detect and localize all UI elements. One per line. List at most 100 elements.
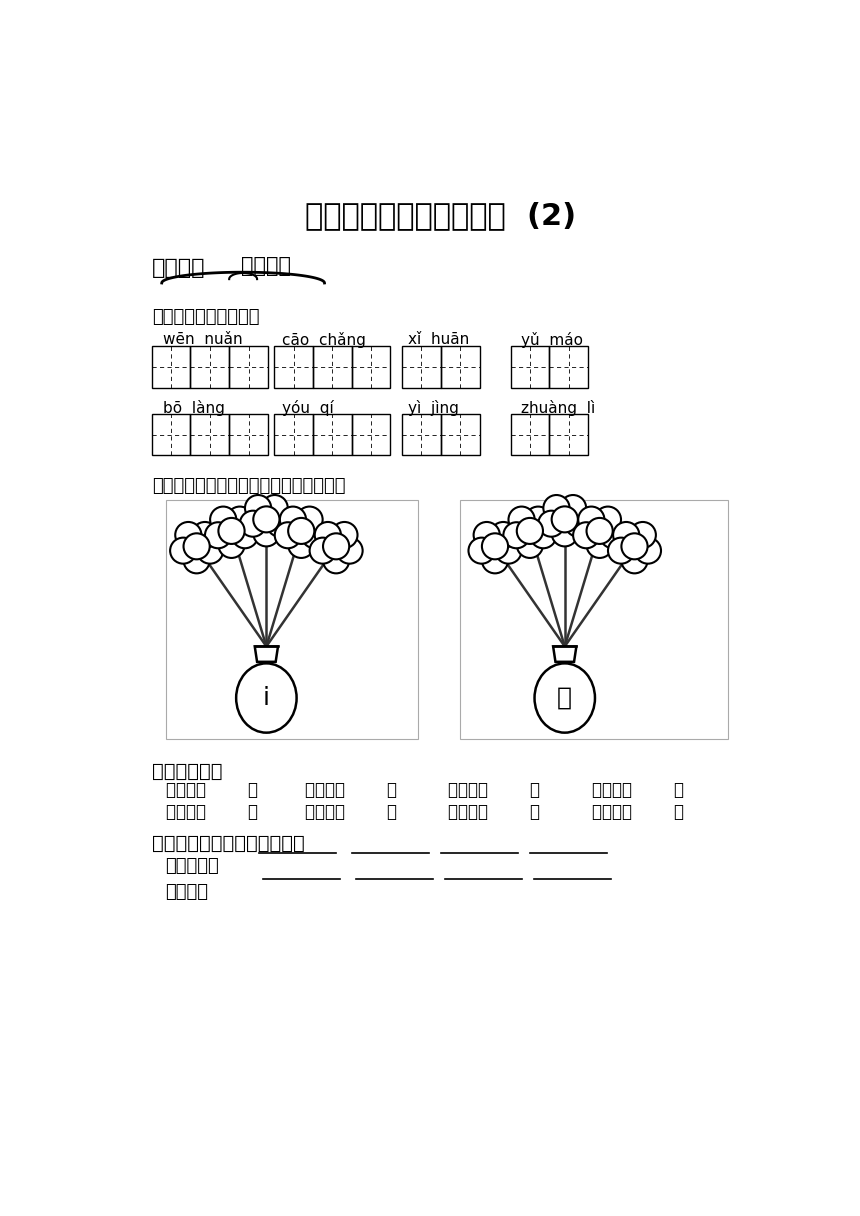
Text: wēn  nuǎn: wēn nuǎn — [163, 332, 243, 348]
Bar — [274, 413, 313, 456]
Bar — [402, 413, 440, 456]
Bar — [460, 500, 728, 739]
Circle shape — [578, 507, 605, 533]
Bar — [550, 413, 588, 456]
Bar — [352, 347, 390, 388]
Circle shape — [517, 518, 543, 544]
Circle shape — [595, 507, 621, 533]
Text: yóu  qí: yóu qí — [282, 400, 334, 416]
Circle shape — [315, 522, 341, 548]
Text: 开心练习: 开心练习 — [241, 257, 291, 276]
Circle shape — [560, 495, 587, 520]
Text: 许许多多: 许许多多 — [166, 883, 209, 901]
Circle shape — [474, 522, 500, 548]
Text: 四、叠罗汉（照样子写词语）: 四、叠罗汉（照样子写词语） — [151, 833, 304, 852]
Circle shape — [622, 547, 648, 574]
Text: 例：黄澄澄: 例：黄澄澄 — [166, 856, 219, 874]
Text: 三，我会填。: 三，我会填。 — [151, 762, 222, 781]
Text: yì  jìng: yì jìng — [408, 400, 459, 416]
Bar — [151, 347, 190, 388]
Circle shape — [288, 531, 315, 558]
Circle shape — [227, 507, 253, 533]
Circle shape — [635, 537, 661, 564]
Bar — [190, 413, 229, 456]
Bar — [352, 413, 390, 456]
Bar — [440, 347, 480, 388]
Circle shape — [323, 547, 349, 574]
Polygon shape — [255, 647, 278, 662]
Circle shape — [630, 522, 656, 548]
Circle shape — [205, 522, 231, 548]
Circle shape — [525, 507, 551, 533]
Text: bō  làng: bō làng — [163, 400, 225, 416]
Circle shape — [302, 522, 328, 548]
Circle shape — [503, 522, 530, 548]
Text: xǐ  huān: xǐ huān — [408, 332, 470, 348]
Circle shape — [218, 518, 244, 544]
Circle shape — [490, 522, 516, 548]
Text: 小学二年级语文寒假作业  (2): 小学二年级语文寒假作业 (2) — [305, 202, 576, 230]
Circle shape — [183, 534, 210, 559]
Bar — [313, 413, 352, 456]
Circle shape — [218, 531, 244, 558]
Bar — [511, 413, 550, 456]
Circle shape — [197, 537, 223, 564]
Circle shape — [261, 495, 288, 520]
Bar — [166, 500, 417, 739]
Text: 清澈的（        ）: 清澈的（ ） — [449, 803, 540, 821]
Bar — [274, 347, 313, 388]
Circle shape — [551, 520, 578, 546]
Text: 一、拼一拼，写一写。: 一、拼一拼，写一写。 — [151, 308, 259, 326]
Circle shape — [600, 522, 626, 548]
Circle shape — [254, 506, 280, 533]
Text: yǔ  máo: yǔ máo — [520, 332, 582, 348]
Bar — [511, 347, 550, 388]
Bar — [402, 347, 440, 388]
Polygon shape — [553, 647, 576, 662]
Circle shape — [587, 531, 612, 558]
Bar — [229, 413, 268, 456]
Text: 遥远的（        ）: 遥远的（ ） — [305, 781, 397, 799]
Circle shape — [469, 537, 494, 564]
Circle shape — [544, 495, 569, 520]
Circle shape — [210, 507, 237, 533]
Circle shape — [310, 537, 335, 564]
Text: cāo  chǎng: cāo chǎng — [282, 332, 365, 348]
Bar — [313, 347, 352, 388]
Text: 蓬松的（        ）: 蓬松的（ ） — [305, 803, 397, 821]
Circle shape — [288, 518, 315, 544]
Bar — [229, 347, 268, 388]
Text: 翠绿的（        ）: 翠绿的（ ） — [166, 803, 258, 821]
Ellipse shape — [535, 664, 595, 733]
Bar — [151, 413, 190, 456]
Circle shape — [551, 506, 578, 533]
Circle shape — [587, 518, 612, 544]
Circle shape — [232, 522, 258, 548]
Circle shape — [531, 522, 556, 548]
Circle shape — [517, 531, 543, 558]
Circle shape — [613, 522, 639, 548]
Circle shape — [254, 520, 280, 546]
Circle shape — [175, 522, 201, 548]
Text: 知识城堡: 知识城堡 — [151, 258, 206, 277]
Circle shape — [245, 495, 271, 520]
Text: i: i — [263, 686, 270, 710]
Bar — [190, 347, 229, 388]
Circle shape — [331, 522, 358, 548]
Circle shape — [573, 522, 599, 548]
Circle shape — [608, 537, 634, 564]
Text: 木: 木 — [557, 686, 572, 710]
Circle shape — [622, 534, 648, 559]
Circle shape — [240, 511, 266, 536]
Circle shape — [267, 511, 293, 536]
Text: 羡慕的（        ）: 羡慕的（ ） — [449, 781, 540, 799]
Circle shape — [495, 537, 521, 564]
Text: 精彩的（        ）: 精彩的（ ） — [592, 803, 684, 821]
Bar — [440, 413, 480, 456]
Circle shape — [482, 534, 508, 559]
Circle shape — [183, 547, 210, 574]
Circle shape — [170, 537, 196, 564]
Text: 心爱的（        ）: 心爱的（ ） — [166, 781, 258, 799]
Circle shape — [323, 534, 349, 559]
Circle shape — [297, 507, 322, 533]
